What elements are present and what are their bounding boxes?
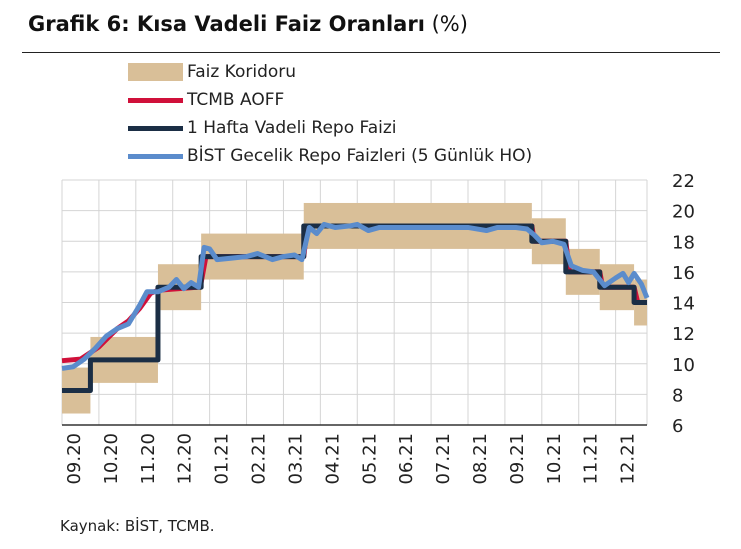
y-tick-label: 12 — [672, 324, 695, 345]
x-tick-label: 03.21 — [285, 433, 306, 485]
title-unit: (%) — [431, 12, 468, 36]
chart-title: Grafik 6: Kısa Vadeli Faiz Oranları (%) — [28, 12, 468, 36]
x-tick-label: 08.21 — [470, 433, 491, 485]
legend-swatch-corridor — [128, 63, 183, 81]
y-tick-label: 20 — [672, 202, 695, 223]
legend-item-aoff: TCMB AOFF — [128, 86, 532, 114]
bist-line — [61, 221, 650, 371]
legend-swatch-bist — [128, 153, 183, 159]
legend-item-bist: BİST Gecelik Repo Faizleri (5 Günlük HO) — [128, 142, 532, 170]
x-tick-label: 11.21 — [581, 433, 602, 485]
y-tick-label: 22 — [672, 171, 695, 192]
x-tick-label: 07.21 — [433, 433, 454, 485]
x-tick-label: 01.21 — [212, 433, 233, 485]
y-tick-label: 6 — [672, 416, 683, 437]
x-tick-label: 10.20 — [101, 433, 122, 485]
x-tick-label: 12.20 — [175, 433, 196, 485]
y-tick-label: 16 — [672, 263, 695, 284]
legend-label: 1 Hafta Vadeli Repo Faizi — [187, 118, 397, 138]
y-tick-label: 8 — [672, 385, 683, 406]
legend-item-corridor: Faiz Koridoru — [128, 58, 532, 86]
legend-item-repo: 1 Hafta Vadeli Repo Faizi — [128, 114, 532, 142]
legend-label: BİST Gecelik Repo Faizleri (5 Günlük HO) — [187, 146, 533, 166]
source-note: Kaynak: BİST, TCMB. — [60, 517, 215, 535]
legend-label: Faiz Koridoru — [187, 62, 297, 82]
y-tick-label: 18 — [672, 232, 695, 253]
x-tick-label: 06.21 — [396, 433, 417, 485]
x-tick-label: 02.21 — [249, 433, 270, 485]
x-tick-label: 09.21 — [507, 433, 528, 485]
legend-swatch-aoff — [128, 97, 183, 103]
y-tick-label: 14 — [672, 294, 695, 315]
y-tick-label: 10 — [672, 355, 695, 376]
legend: Faiz Koridoru TCMB AOFF 1 Hafta Vadeli R… — [128, 58, 532, 170]
x-tick-label: 04.21 — [322, 433, 343, 485]
x-tick-label: 11.20 — [138, 433, 159, 485]
x-tick-label: 10.21 — [544, 433, 565, 485]
title-divider — [22, 52, 720, 53]
legend-swatch-repo — [128, 125, 183, 131]
x-tick-label: 09.20 — [64, 433, 85, 485]
x-tick-label: 12.21 — [618, 433, 639, 485]
x-tick-label: 05.21 — [359, 433, 380, 485]
legend-label: TCMB AOFF — [187, 90, 285, 110]
title-main: Grafik 6: Kısa Vadeli Faiz Oranları — [28, 12, 425, 36]
